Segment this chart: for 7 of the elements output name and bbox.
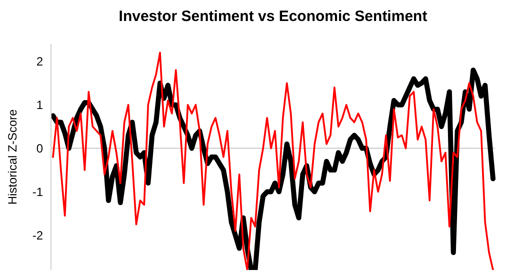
y-tick-label: 0 — [36, 142, 44, 156]
y-tick-label: 2 — [36, 54, 44, 69]
y-tick-label: -1 — [32, 185, 44, 200]
y-tick-label: -2 — [32, 228, 44, 242]
y-axis-title: Historical Z-Score — [5, 109, 20, 205]
y-tick-label: 1 — [36, 98, 44, 112]
chart-title: Investor Sentiment vs Economic Sentiment — [118, 8, 428, 25]
